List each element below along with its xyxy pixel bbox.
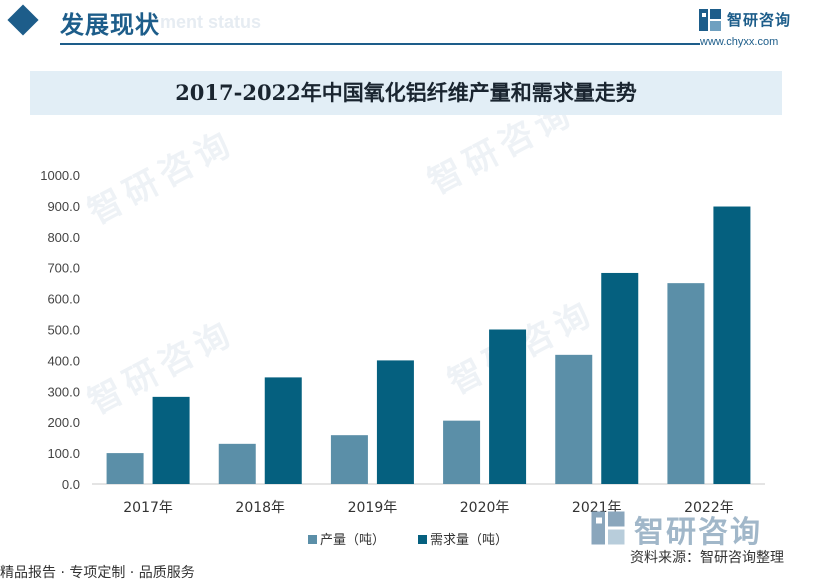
bar-demand [713, 206, 751, 484]
y-tick-label: 500.0 [47, 323, 80, 338]
bar-demand [489, 329, 527, 484]
legend-label: 需求量（吨） [430, 533, 508, 548]
bar-demand [601, 272, 639, 484]
x-tick-label: 2018年 [235, 500, 285, 516]
legend-label: 产量（吨） [320, 533, 385, 548]
y-tick-label: 600.0 [47, 292, 80, 307]
y-tick-label: 1000.0 [40, 168, 80, 183]
x-tick-label: 2022年 [684, 500, 734, 516]
brand-name: 智研咨询 [727, 11, 792, 29]
brand-url: www.chyxx.com [700, 36, 779, 48]
bar-production [106, 453, 144, 484]
bar-demand [152, 396, 190, 484]
source-label: 资料来源： [630, 550, 700, 566]
x-tick-label: 2017年 [123, 500, 173, 516]
source-logo-icon [591, 511, 625, 545]
section-header: ment status 发展现状 [0, 0, 820, 48]
brand-logo-icon [699, 9, 721, 31]
legend-swatch [308, 535, 317, 544]
brand-logo: 智研咨询 www.chyxx.com [698, 6, 816, 50]
chart-title-band: 2017-2022年中国氧化铝纤维产量和需求量走势 [30, 71, 782, 115]
legend-swatch [418, 535, 427, 544]
bar-production [555, 354, 593, 484]
chart-title: 2017-2022年中国氧化铝纤维产量和需求量走势 [175, 80, 637, 105]
bar-demand [376, 360, 414, 484]
section-title: 发展现状 [60, 11, 160, 39]
y-tick-label: 300.0 [47, 384, 80, 399]
bar-production [443, 420, 481, 484]
header-divider [60, 43, 700, 45]
y-tick-label: 200.0 [47, 415, 80, 430]
x-tick-label: 2019年 [348, 500, 398, 516]
source-logo-name: 智研咨询 [634, 515, 762, 550]
bar-production [330, 435, 368, 484]
footer-slogan: 精品报告 · 专项定制 · 品质服务 [0, 565, 195, 581]
y-tick-label: 700.0 [47, 261, 80, 276]
y-tick-label: 400.0 [47, 353, 80, 368]
y-tick-label: 100.0 [47, 446, 80, 461]
source-value: 智研咨询整理 [700, 550, 784, 566]
y-tick-label: 0.0 [62, 477, 80, 492]
x-tick-label: 2020年 [460, 500, 510, 516]
y-tick-label: 800.0 [47, 230, 80, 245]
bar-production [667, 283, 705, 484]
header-watermark: ment status [160, 12, 262, 32]
y-tick-label: 900.0 [47, 199, 80, 214]
bar-production [218, 443, 256, 484]
bar-demand [264, 377, 302, 484]
footer-source: 资料来源：智研咨询整理 [630, 547, 784, 567]
